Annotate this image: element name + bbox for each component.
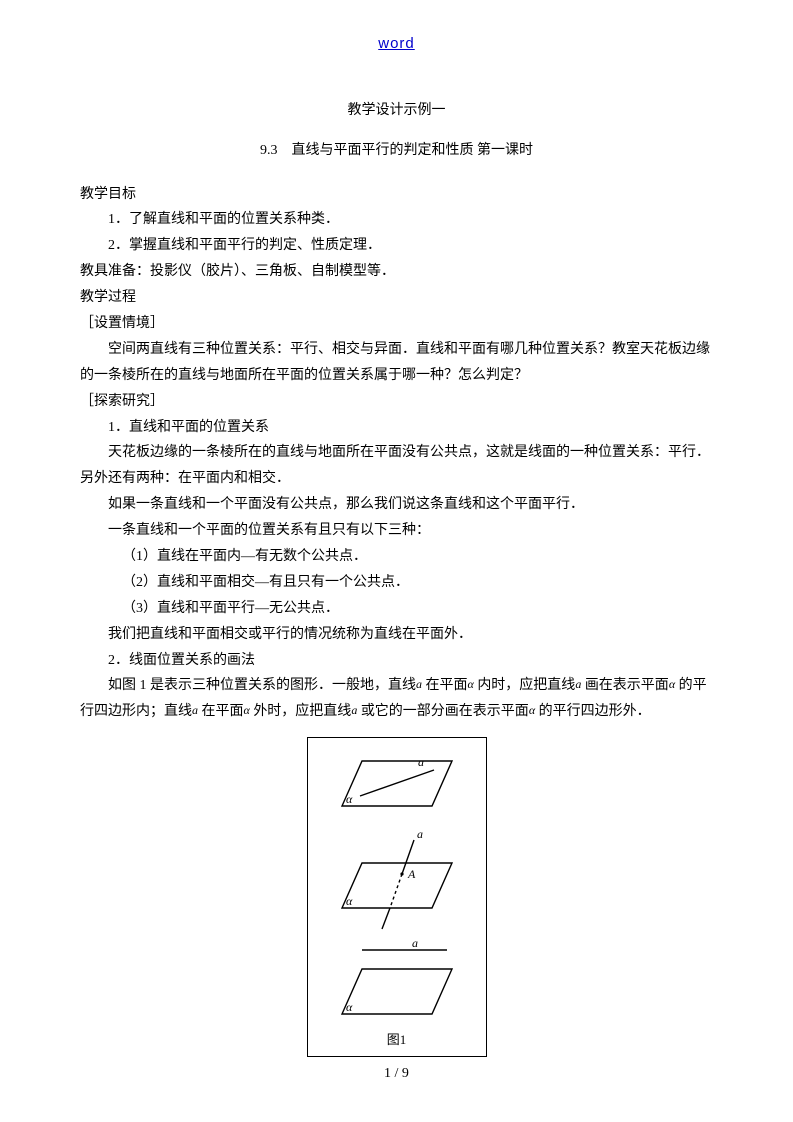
para-2: 如果一条直线和一个平面没有公共点，那么我们说这条直线和这个平面平行．	[80, 492, 713, 518]
fig1-panel-1: a α	[322, 746, 472, 826]
fig2-label-a: a	[417, 827, 423, 841]
setting-label: ［设置情境］	[80, 311, 713, 337]
figure-caption: 图1	[322, 1028, 472, 1052]
fig1-label-a: a	[418, 755, 424, 769]
header-link: word	[80, 30, 713, 58]
doc-subtitle: 9.3 直线与平面平行的判定和性质 第一课时	[80, 138, 713, 164]
figure-1: a α a A α a	[80, 737, 713, 1057]
p5-seg-a: 如图 1 是表示三种位置关系的图形．一般地，直线	[108, 678, 416, 693]
p5-seg-c: 内时，应把直线	[474, 678, 576, 693]
p5-seg-f: 在平面	[198, 704, 244, 719]
sub-heading-2: 2．线面位置关系的画法	[80, 648, 713, 674]
goal-heading: 教学目标	[80, 182, 713, 208]
p5-seg-g: 外时，应把直线	[250, 704, 352, 719]
fig1-panel-3: a α	[322, 936, 472, 1026]
fig2-label-alpha: α	[346, 894, 353, 908]
para-3: 一条直线和一个平面的位置关系有且只有以下三种：	[80, 518, 713, 544]
fig1-panel-2: a A α	[322, 826, 472, 936]
explore-label: ［探索研究］	[80, 389, 713, 415]
prep-line: 教具准备：投影仪（胶片）、三角板、自制模型等．	[80, 259, 713, 285]
goal-item-2: 2．掌握直线和平面平行的判定、性质定理．	[80, 233, 713, 259]
list-item-2: （2）直线和平面相交—有且只有一个公共点．	[80, 570, 713, 596]
page-footer: 1 / 9	[0, 1061, 793, 1087]
para-5: 如图 1 是表示三种位置关系的图形．一般地，直线a 在平面α 内时，应把直线a …	[80, 673, 713, 725]
process-heading: 教学过程	[80, 285, 713, 311]
fig3-label-a: a	[412, 936, 418, 950]
sub-heading-1: 1．直线和平面的位置关系	[80, 415, 713, 441]
p5-seg-b: 在平面	[422, 678, 468, 693]
p5-seg-d: 画在表示平面	[581, 678, 669, 693]
fig1-label-alpha: α	[346, 792, 353, 806]
goal-item-1: 1．了解直线和平面的位置关系种类．	[80, 207, 713, 233]
setting-para: 空间两直线有三种位置关系：平行、相交与异面．直线和平面有哪几种位置关系？教室天花…	[80, 337, 713, 389]
para-1: 天花板边缘的一条棱所在的直线与地面所在平面没有公共点，这就是线面的一种位置关系：…	[80, 440, 713, 492]
p5-seg-h: 或它的一部分画在表示平面	[357, 704, 529, 719]
doc-title: 教学设计示例一	[80, 98, 713, 124]
fig3-label-alpha: α	[346, 1000, 353, 1014]
para-4: 我们把直线和平面相交或平行的情况统称为直线在平面外．	[80, 622, 713, 648]
p5-seg-i: 的平行四边形外．	[535, 704, 651, 719]
list-item-3: （3）直线和平面平行—无公共点．	[80, 596, 713, 622]
fig2-label-A: A	[407, 867, 416, 881]
list-item-1: （1）直线在平面内—有无数个公共点．	[80, 544, 713, 570]
